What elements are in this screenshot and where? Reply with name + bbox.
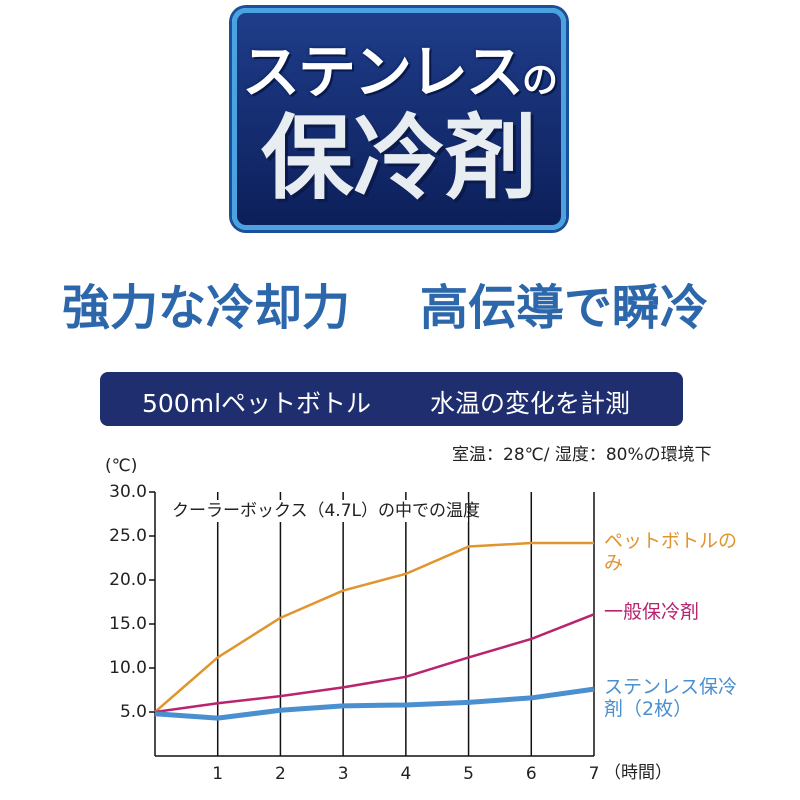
banner-text: 500mlペットボトル xyxy=(142,389,372,418)
x-tick-label: 7 xyxy=(589,764,600,784)
badge-line1: ステンレスの xyxy=(237,25,561,109)
y-tick-label: 30.0 xyxy=(109,482,147,502)
y-tick-label: 10.0 xyxy=(109,658,147,678)
series-line xyxy=(154,541,594,713)
x-tick-label: 3 xyxy=(338,764,349,784)
x-tick-label: 2 xyxy=(275,764,286,784)
banner: 500mlペットボトル 水温の変化を計測 xyxy=(100,372,683,426)
series-label: 一般保冷剤 xyxy=(604,601,700,624)
badge-text: ステンレス xyxy=(241,38,524,106)
banner-text: 水温の変化を計測 xyxy=(430,389,631,418)
badge-line2: 保冷剤 xyxy=(260,105,537,212)
badge-text-small: の xyxy=(522,60,558,101)
tagline: 高伝導で瞬冷 xyxy=(420,280,709,336)
title-badge: ステンレスの 保冷剤 xyxy=(232,8,566,230)
series-line xyxy=(154,613,595,714)
y-tick-label: 5.0 xyxy=(120,702,147,722)
x-tick-label: 6 xyxy=(526,764,537,784)
note: 室温：28℃/ 湿度：80%の環境下 xyxy=(452,445,712,465)
y-axis-label: (℃) xyxy=(105,456,137,476)
y-tick-label: 15.0 xyxy=(109,614,147,634)
chart-title-bg xyxy=(168,500,468,522)
series-label: ステンレス保冷剤（2枚） xyxy=(604,676,738,721)
x-tick-label: 4 xyxy=(400,764,411,784)
series-line xyxy=(154,686,595,721)
x-tick-label: 1 xyxy=(212,764,223,784)
tagline: 強力な冷却力 xyxy=(62,280,351,336)
y-tick-label: 25.0 xyxy=(109,526,147,546)
series-label: ペットボトルのみ xyxy=(604,530,738,575)
chart-title: クーラーボックス（4.7L）の中での温度 xyxy=(172,501,480,521)
x-tick-label: 5 xyxy=(463,764,474,784)
y-tick-label: 20.0 xyxy=(109,570,147,590)
x-axis-label: （時間） xyxy=(604,763,672,783)
